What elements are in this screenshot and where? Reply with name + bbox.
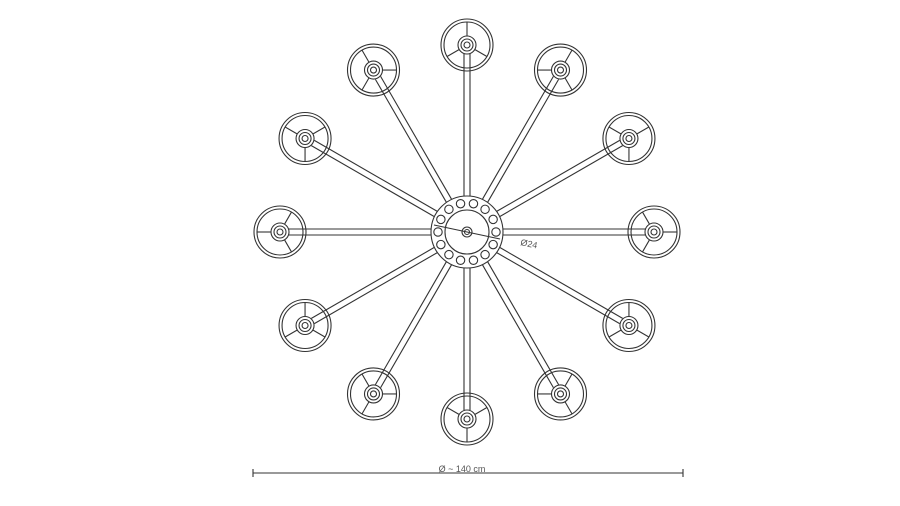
hub-hole bbox=[455, 255, 466, 266]
lamp-shade bbox=[346, 43, 401, 97]
hub-hole bbox=[480, 249, 490, 260]
lamp-shade bbox=[627, 205, 681, 259]
hub-hole bbox=[468, 198, 479, 209]
lamp-shade bbox=[278, 298, 332, 353]
arms bbox=[289, 54, 645, 410]
arm bbox=[496, 246, 623, 325]
overall-diameter-dimension: Ø ~ 140 cm bbox=[252, 464, 684, 477]
arm bbox=[311, 246, 438, 325]
arm bbox=[374, 261, 453, 388]
hub-outer-ring bbox=[430, 195, 504, 269]
hub-center bbox=[461, 226, 473, 238]
hub-hole bbox=[455, 198, 466, 209]
arm bbox=[463, 54, 471, 196]
hub-center-pin bbox=[463, 228, 471, 236]
arm bbox=[374, 76, 453, 203]
lamp-shades bbox=[253, 18, 681, 446]
lamp-shade bbox=[533, 367, 588, 421]
hub-hole bbox=[433, 227, 443, 237]
lamp-shade bbox=[253, 205, 307, 259]
arm bbox=[496, 139, 623, 218]
arm bbox=[311, 139, 438, 218]
hub-hole bbox=[436, 214, 446, 225]
hub-hole bbox=[488, 239, 498, 250]
lamp-shade bbox=[602, 298, 656, 353]
lamp-shade bbox=[278, 111, 332, 166]
hub-diameter-line bbox=[433, 224, 501, 240]
hub-inner-ring bbox=[444, 209, 490, 255]
lamp-shade bbox=[602, 111, 656, 166]
hub-hole bbox=[488, 214, 498, 225]
hub-hole bbox=[480, 204, 490, 215]
arm bbox=[463, 268, 471, 410]
hub-hole bbox=[491, 227, 501, 237]
hub-hole bbox=[444, 204, 454, 215]
lamp-shade bbox=[440, 18, 494, 72]
hub-diameter-label: Ø24 bbox=[520, 237, 539, 250]
arm bbox=[503, 228, 645, 236]
arm bbox=[481, 76, 560, 203]
arm bbox=[481, 261, 560, 388]
overall-diameter-label: Ø ~ 140 cm bbox=[439, 464, 486, 474]
lamp-shade bbox=[346, 367, 401, 421]
lamp-shade bbox=[533, 43, 588, 97]
hub-hole bbox=[444, 249, 454, 260]
arm bbox=[289, 228, 431, 236]
central-hub bbox=[430, 195, 504, 269]
lamp-shade bbox=[440, 392, 494, 446]
hub-hole bbox=[436, 239, 446, 250]
hub-hole bbox=[468, 255, 479, 266]
